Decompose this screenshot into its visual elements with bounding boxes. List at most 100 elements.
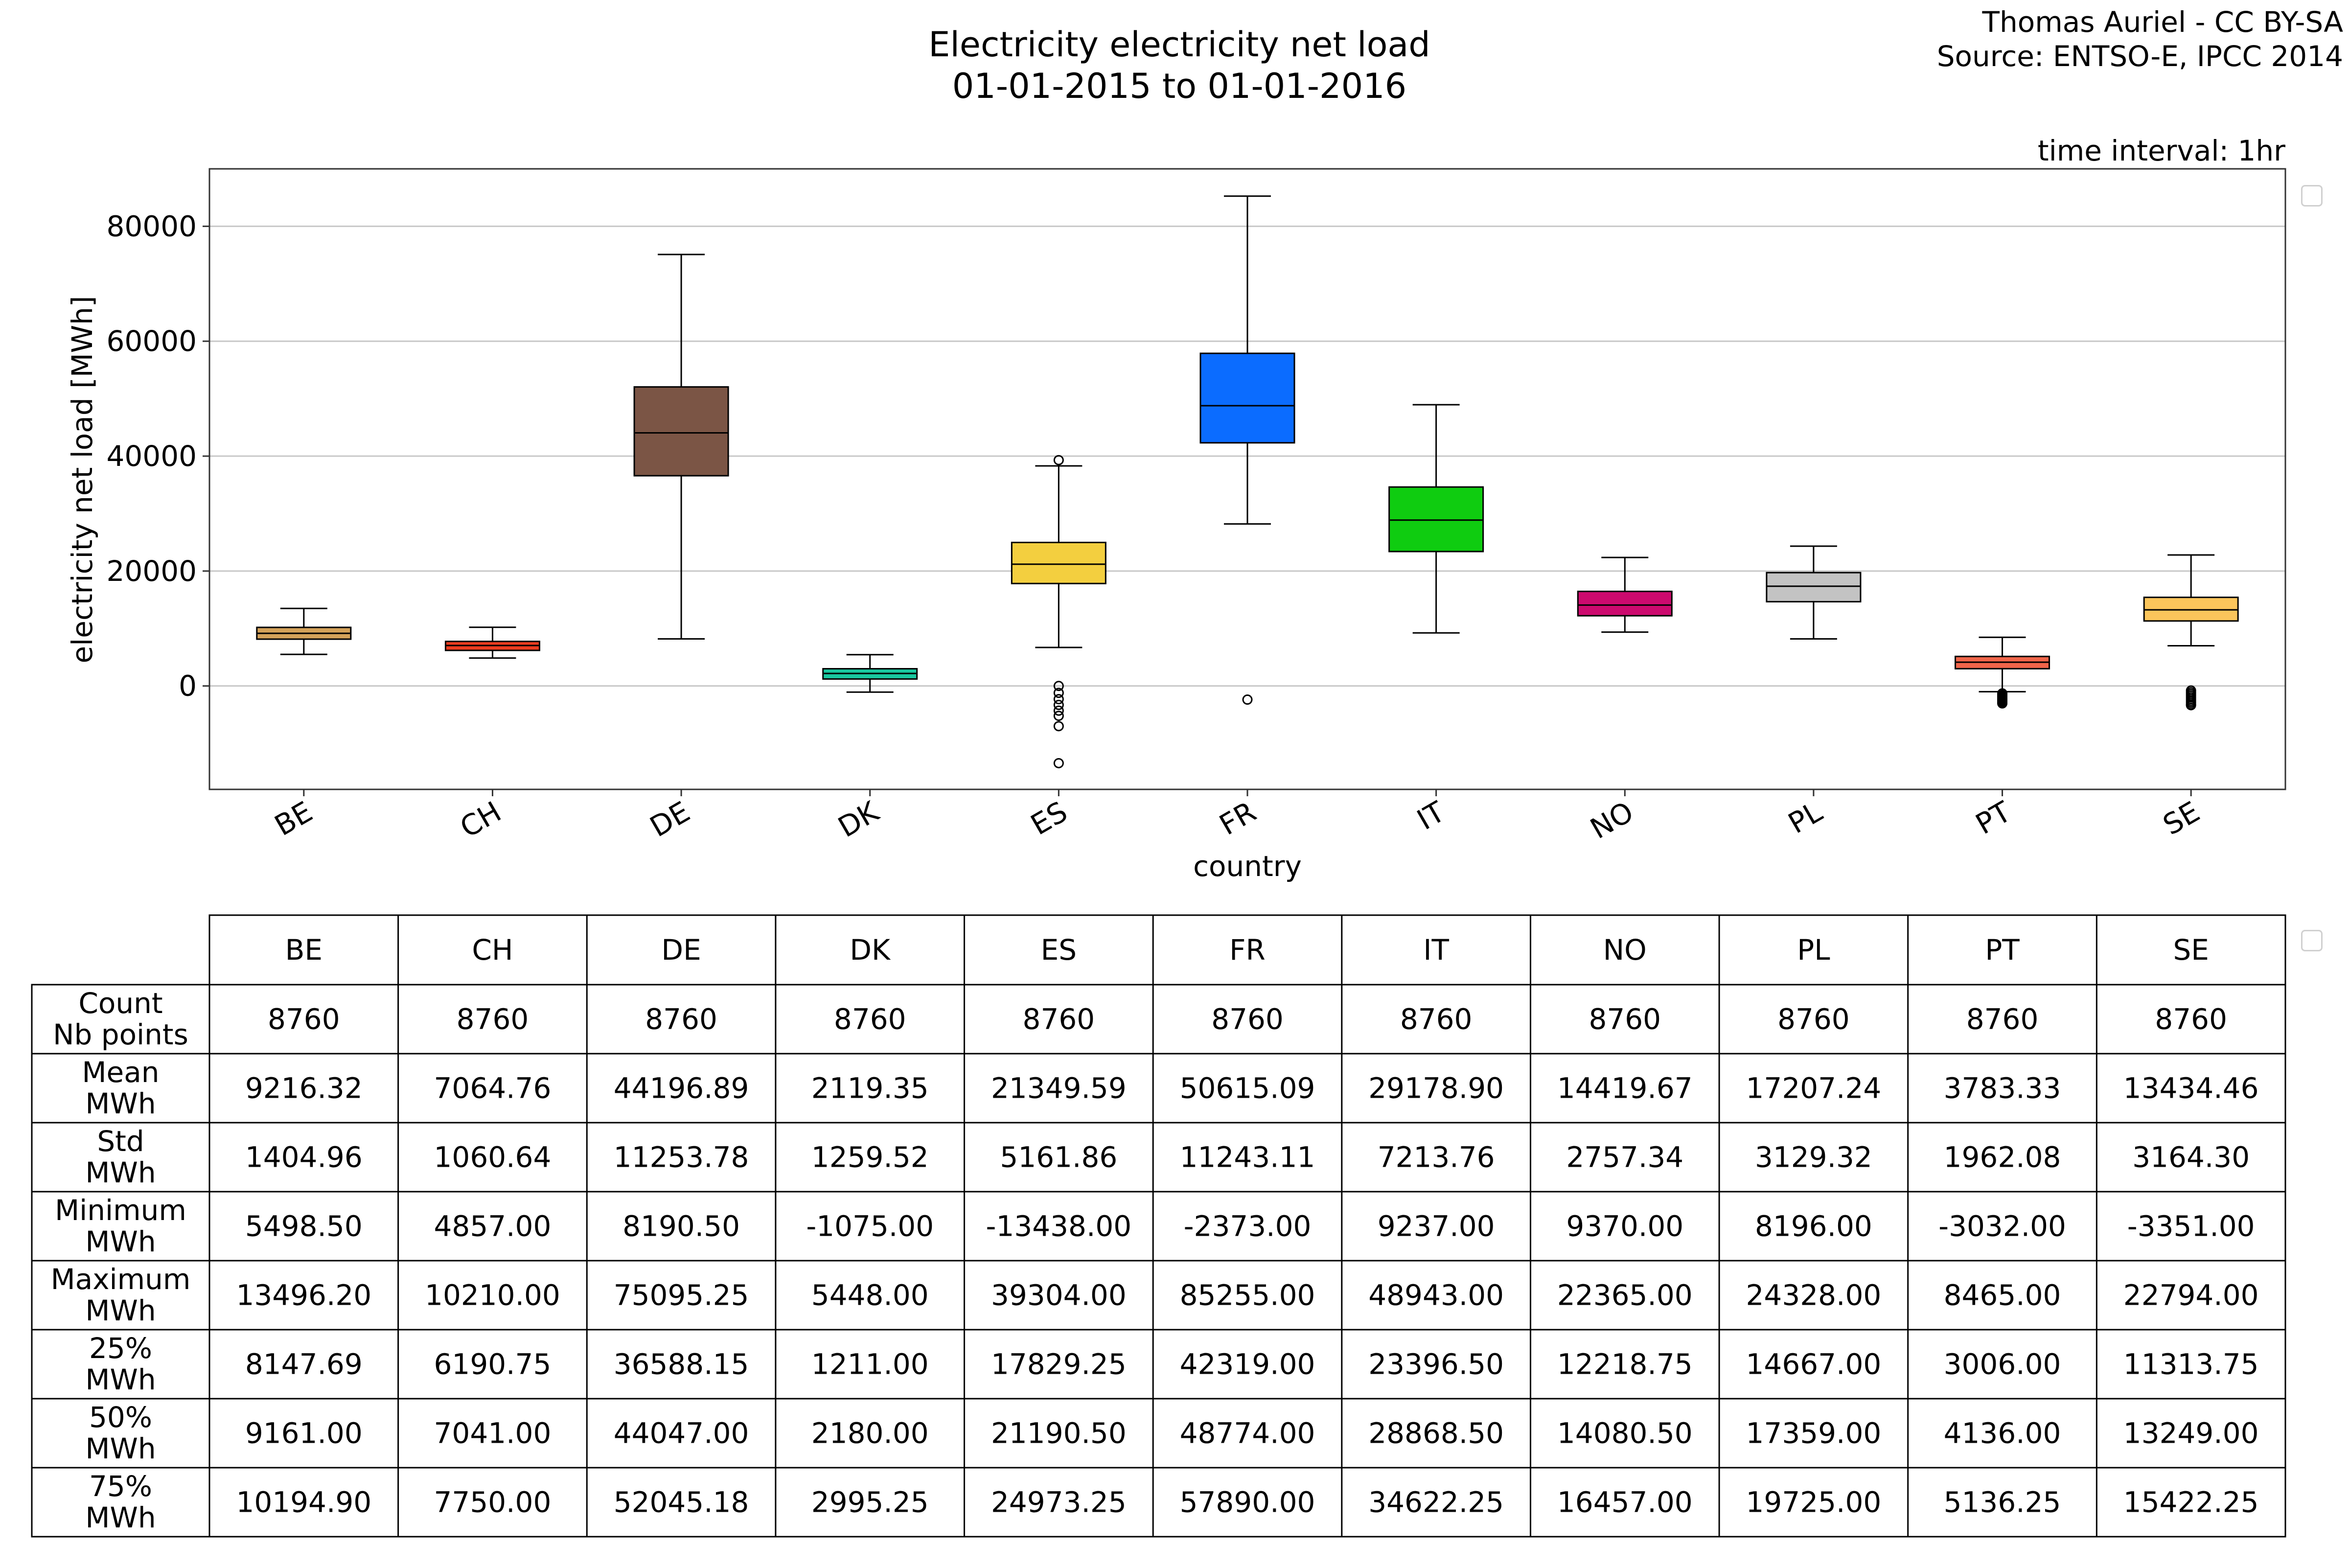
x-tick-label-pl: PL [1783, 795, 1828, 840]
box-no [1577, 556, 1673, 633]
table-cell: 8465.00 [1944, 1279, 2061, 1312]
outlier-point [1053, 681, 1064, 692]
x-tick-label-ch: CH [455, 795, 507, 844]
table-cell: 10210.00 [425, 1279, 560, 1312]
outlier-point [1997, 698, 2008, 709]
row-label: Count [78, 987, 162, 1020]
table-cell: 8760 [834, 1003, 906, 1036]
table-cell: 85255.00 [1180, 1279, 1315, 1312]
table-cell: 8760 [1777, 1003, 1850, 1036]
table-cell: 8760 [2155, 1003, 2227, 1036]
table-header-be: BE [285, 933, 322, 967]
table-cell: 5498.50 [245, 1210, 363, 1243]
table-cell: 24973.25 [991, 1486, 1127, 1519]
table-header-de: DE [661, 933, 701, 967]
outlier-point [1242, 694, 1253, 705]
table-cell: 36588.15 [614, 1348, 749, 1381]
table-cell: 8760 [457, 1003, 529, 1036]
outlier-point [1053, 705, 1064, 716]
row-label-unit: Nb points [53, 1018, 188, 1051]
outlier-point [1053, 711, 1064, 721]
row-label: Minimum [55, 1194, 186, 1227]
table-cell: 8760 [1589, 1003, 1661, 1036]
box-pl [1766, 545, 1862, 640]
table-cell: 12218.75 [1557, 1348, 1693, 1381]
table-cell: -13438.00 [986, 1210, 1132, 1243]
row-label: Std [97, 1125, 144, 1158]
iqr-box [1199, 352, 1295, 444]
outlier-point [1053, 758, 1064, 768]
table-cell: 2757.34 [1566, 1141, 1683, 1174]
x-axis: BE CH DE DK ES FR IT NO PL PT SE [269, 789, 2206, 846]
table-header-no: NO [1603, 933, 1647, 967]
table-cell: 8147.69 [245, 1348, 363, 1381]
table-cell: 7750.00 [434, 1486, 552, 1519]
table-cell: 44196.89 [614, 1072, 749, 1105]
table-cell: 19725.00 [1746, 1486, 1882, 1519]
table-cell: 14667.00 [1746, 1348, 1882, 1381]
table-cell: 44047.00 [614, 1417, 749, 1450]
table-cell: 17359.00 [1746, 1417, 1882, 1450]
row-label-unit: MWh [85, 1432, 156, 1465]
x-tick-label-it: IT [1411, 795, 1451, 836]
table-cell: 7064.76 [434, 1072, 552, 1105]
row-label: 50% [89, 1401, 152, 1434]
table-cell: 39304.00 [991, 1279, 1127, 1312]
outlier-point [1053, 721, 1064, 732]
table-header-pt: PT [1985, 933, 2020, 967]
table-header-fr: FR [1229, 933, 1266, 967]
table-cell: 14080.50 [1557, 1417, 1693, 1450]
table-cell: 2180.00 [811, 1417, 929, 1450]
x-tick-label-se: SE [2158, 795, 2206, 842]
table-cell: 3006.00 [1944, 1348, 2061, 1381]
table-header-es: ES [1041, 933, 1077, 967]
row-label-unit: MWh [85, 1294, 156, 1327]
y-tick-label: 60000 [106, 324, 197, 358]
box-be [256, 607, 352, 655]
box-pt [1955, 636, 2050, 709]
table-cell: 8190.50 [622, 1210, 740, 1243]
row-label-unit: MWh [85, 1225, 156, 1258]
iqr-box [1577, 590, 1673, 617]
box-ch [444, 626, 540, 659]
table-cell: 8760 [1966, 1003, 2039, 1036]
y-axis-label: electricity net load [MWh] [66, 296, 99, 664]
chart-title-line-2: 01-01-2015 to 01-01-2016 [952, 66, 1406, 106]
table-cell: 11243.11 [1180, 1141, 1315, 1174]
row-label-unit: MWh [85, 1156, 156, 1189]
table-cell: 48774.00 [1180, 1417, 1315, 1450]
x-tick-label-dk: DK [832, 794, 885, 844]
x-axis-label: country [1193, 850, 1302, 883]
table-cell: 29178.90 [1368, 1072, 1504, 1105]
table-header-it: IT [1423, 933, 1449, 967]
table-cell: 8760 [1211, 1003, 1284, 1036]
table-cell: 16457.00 [1557, 1486, 1693, 1519]
table-cell: 7213.76 [1378, 1141, 1495, 1174]
box-fr [1199, 195, 1295, 705]
table-cell: 10194.90 [236, 1486, 371, 1519]
table-cell: 75095.25 [614, 1279, 749, 1312]
table-cell: 8760 [645, 1003, 717, 1036]
table-header-ch: CH [472, 933, 513, 967]
iqr-box [1766, 572, 1862, 602]
table-cell: 24328.00 [1746, 1279, 1882, 1312]
y-axis: 0 20000 40000 60000 80000 [106, 209, 209, 703]
table-header-pl: PL [1797, 933, 1830, 967]
credit-author: Thomas Auriel - CC BY-SA [1982, 5, 2344, 39]
table-cell: 4857.00 [434, 1210, 552, 1243]
table-cell: 23396.50 [1368, 1348, 1504, 1381]
table-cell: 9161.00 [245, 1417, 363, 1450]
box-se [2143, 554, 2239, 711]
row-label: Mean [82, 1056, 159, 1089]
y-tick-label: 80000 [106, 209, 197, 243]
credit-source: Source: ENTSO-E, IPCC 2014 [1937, 40, 2343, 73]
table-cell: -3351.00 [2127, 1210, 2255, 1243]
table-cell: 22365.00 [1557, 1279, 1693, 1312]
table-cell: 1211.00 [811, 1348, 929, 1381]
table-cell: -3032.00 [1938, 1210, 2066, 1243]
table-cell: 1404.96 [245, 1141, 363, 1174]
row-label: Maximum [51, 1263, 191, 1296]
table-cell: 5448.00 [811, 1279, 929, 1312]
outlier-point [1053, 699, 1064, 710]
